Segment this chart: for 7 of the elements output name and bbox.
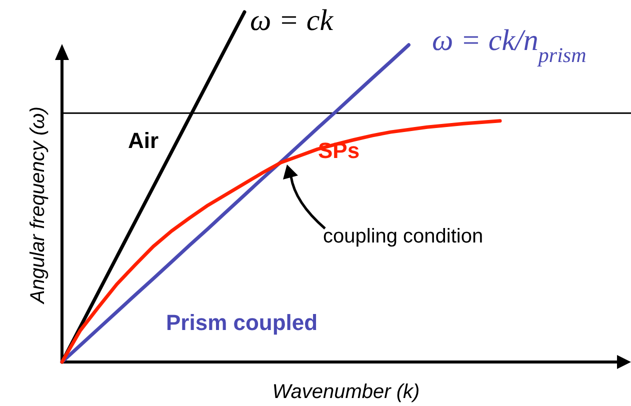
annotation: coupling condition [323, 226, 484, 248]
y-axis-title: Angular frequency (ω) [27, 106, 49, 304]
series-label: Air [128, 128, 159, 153]
annotation: ω = ck [250, 4, 334, 37]
series-label: Prism coupled [166, 310, 318, 335]
annotation: ω = ck/n$_{prism}$ [432, 24, 586, 67]
x-axis-title: Wavenumber (k) [272, 381, 420, 403]
